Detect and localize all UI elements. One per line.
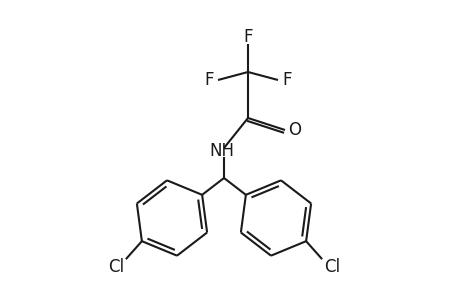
Text: F: F [204,71,213,89]
Text: O: O [288,121,301,139]
Text: F: F [282,71,291,89]
Text: NH: NH [209,142,234,160]
Text: F: F [243,28,252,46]
Text: Cl: Cl [323,258,340,276]
Text: Cl: Cl [107,258,123,276]
